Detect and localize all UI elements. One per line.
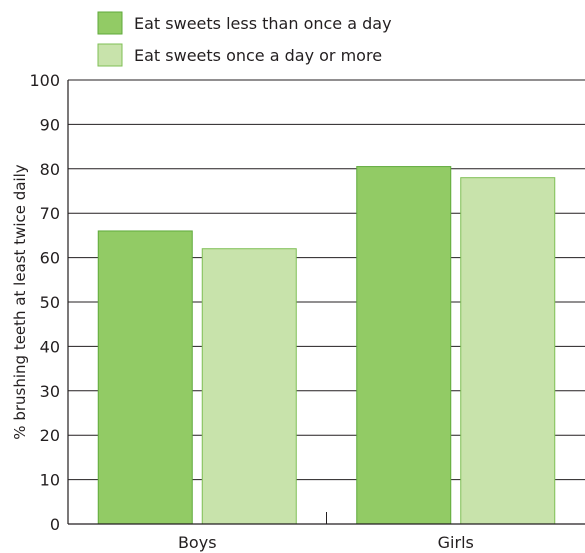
x-label-girls: Girls [438,533,474,552]
legend-swatch-less-than-once [97,11,123,35]
bars [97,166,556,525]
y-tick-10: 10 [40,471,60,490]
y-tick-40: 40 [40,337,60,356]
axes [67,80,585,525]
x-category-labels: Boys Girls [178,533,474,552]
y-tick-0: 0 [50,515,60,534]
bar-girls-series-1 [460,177,556,525]
y-tick-50: 50 [40,293,60,312]
bar-boys-series-0 [97,230,193,525]
y-tick-labels: 0 10 20 30 40 50 60 70 80 90 100 [29,71,60,534]
bar-boys-series-1 [201,248,297,525]
legend: Eat sweets less than once a day Eat swee… [97,11,392,67]
y-tick-30: 30 [40,382,60,401]
y-axis-label: % brushing teeth at least twice daily [11,164,29,439]
y-tick-80: 80 [40,160,60,179]
bar-girls-series-0 [356,166,452,525]
y-tick-70: 70 [40,204,60,223]
legend-label-less-than-once: Eat sweets less than once a day [134,14,392,33]
x-label-boys: Boys [178,533,217,552]
y-tick-90: 90 [40,115,60,134]
y-tick-100: 100 [29,71,60,90]
legend-swatch-once-or-more [97,43,123,67]
legend-label-once-or-more: Eat sweets once a day or more [134,46,382,65]
y-tick-60: 60 [40,249,60,268]
y-tick-20: 20 [40,426,60,445]
